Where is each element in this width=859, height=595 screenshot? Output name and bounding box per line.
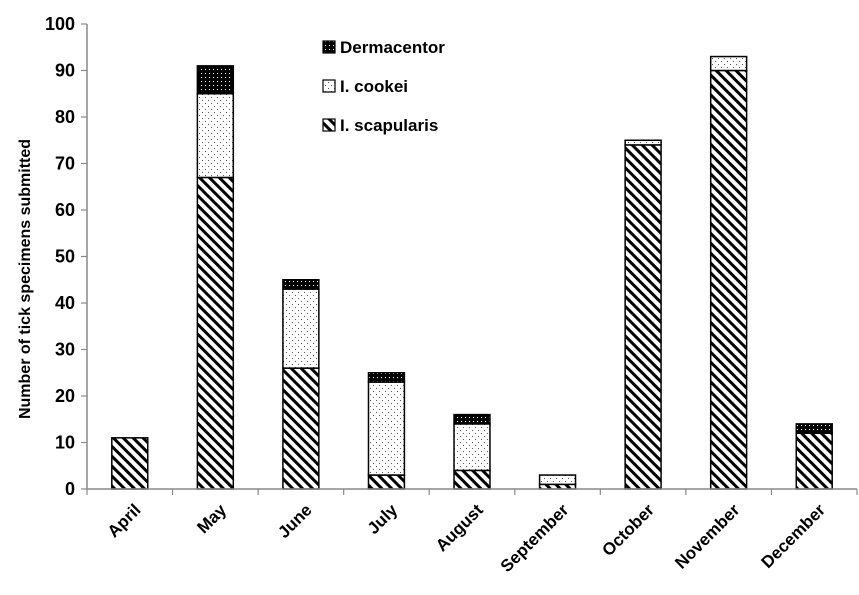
bars-group [111,55,833,490]
x-labels-group: April May June July August September October No… [104,500,830,576]
legend-swatch [322,118,336,132]
y-tick-label: 10 [55,433,75,453]
bar-november-i-cookei [709,55,748,72]
bar-may-i-cookei [196,93,235,179]
bar-august-dermacentor [453,413,491,425]
bar-september-i-cookei [538,474,577,486]
y-tick-label: 100 [45,14,75,34]
y-tick-label: 90 [55,61,75,81]
y-axis-title-group: Number of tick specimens submitted [17,139,34,419]
bar-june-i-scapularis [282,367,320,490]
bar-july-i-cookei [367,381,406,476]
y-tick-label: 20 [55,386,75,406]
y-tick-label: 70 [55,154,75,174]
bar-june-dermacentor [282,279,320,290]
y-tick-label: 80 [55,107,75,127]
legend-label: Dermacentor [340,38,445,57]
x-category-label: December [757,500,829,572]
y-tick-label: 40 [55,293,75,313]
legend-swatch [322,40,336,54]
x-category-label: August [432,500,487,555]
bar-august-i-scapularis [453,469,491,490]
bar-june-i-cookei [282,288,320,369]
bar-december-dermacentor [795,423,833,434]
bar-april-i-scapularis [111,437,149,490]
legend-label: I. cookei [340,77,408,96]
x-category-label: November [671,500,743,572]
x-category-label: October [598,500,658,560]
x-category-label: September [497,500,573,576]
x-category-label: June [274,500,315,541]
y-tick-label: 60 [55,200,75,220]
legend: Dermacentor I. cookei I. scapularis [322,38,445,135]
x-category-label: July [364,500,402,538]
y-ticks-group: 0 10 20 30 40 50 60 70 80 90 100 [45,14,87,499]
bar-july-dermacentor [367,372,406,383]
y-tick-label: 30 [55,340,75,360]
x-category-label: May [193,500,230,537]
legend-label: I. scapularis [340,116,438,135]
bar-may-dermacentor [196,65,235,95]
bar-july-i-scapularis [367,474,406,490]
y-tick-label: 50 [55,247,75,267]
bar-october-i-cookei [624,139,662,146]
x-category-label: April [104,500,145,541]
bar-may-i-scapularis [196,176,235,490]
bar-november-i-scapularis [709,69,748,490]
y-axis-title: Number of tick specimens submitted [17,139,34,419]
bar-december-i-scapularis [795,432,833,490]
bar-october-i-scapularis [624,144,662,490]
y-tick-label: 0 [65,479,75,499]
bar-august-i-cookei [453,423,491,472]
legend-swatch [322,79,336,93]
